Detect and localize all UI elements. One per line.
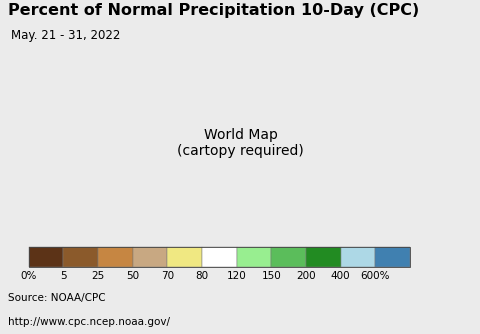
Text: 600%: 600% (360, 271, 390, 281)
Bar (237, 247, 271, 267)
Text: 5: 5 (60, 271, 67, 281)
Bar (132, 247, 167, 267)
Bar (375, 247, 410, 267)
Text: 150: 150 (262, 271, 281, 281)
Bar (29, 247, 63, 267)
Bar (271, 247, 306, 267)
Text: World Map
(cartopy required): World Map (cartopy required) (177, 128, 304, 158)
Text: 50: 50 (126, 271, 139, 281)
Bar (306, 247, 341, 267)
Text: 120: 120 (227, 271, 246, 281)
Text: 80: 80 (195, 271, 208, 281)
Bar (63, 247, 98, 267)
Text: Percent of Normal Precipitation 10-Day (CPC): Percent of Normal Precipitation 10-Day (… (8, 3, 420, 18)
Bar (341, 247, 375, 267)
Text: 70: 70 (161, 271, 174, 281)
Bar (202, 247, 237, 267)
Bar (167, 247, 202, 267)
Text: http://www.cpc.ncep.noaa.gov/: http://www.cpc.ncep.noaa.gov/ (8, 317, 170, 327)
Text: Source: NOAA/CPC: Source: NOAA/CPC (8, 293, 106, 303)
Bar (98, 247, 132, 267)
Text: 0%: 0% (21, 271, 37, 281)
Text: 200: 200 (296, 271, 316, 281)
Text: May. 21 - 31, 2022: May. 21 - 31, 2022 (11, 29, 120, 42)
Text: 25: 25 (91, 271, 105, 281)
Bar (29, 247, 410, 267)
Text: 400: 400 (331, 271, 350, 281)
